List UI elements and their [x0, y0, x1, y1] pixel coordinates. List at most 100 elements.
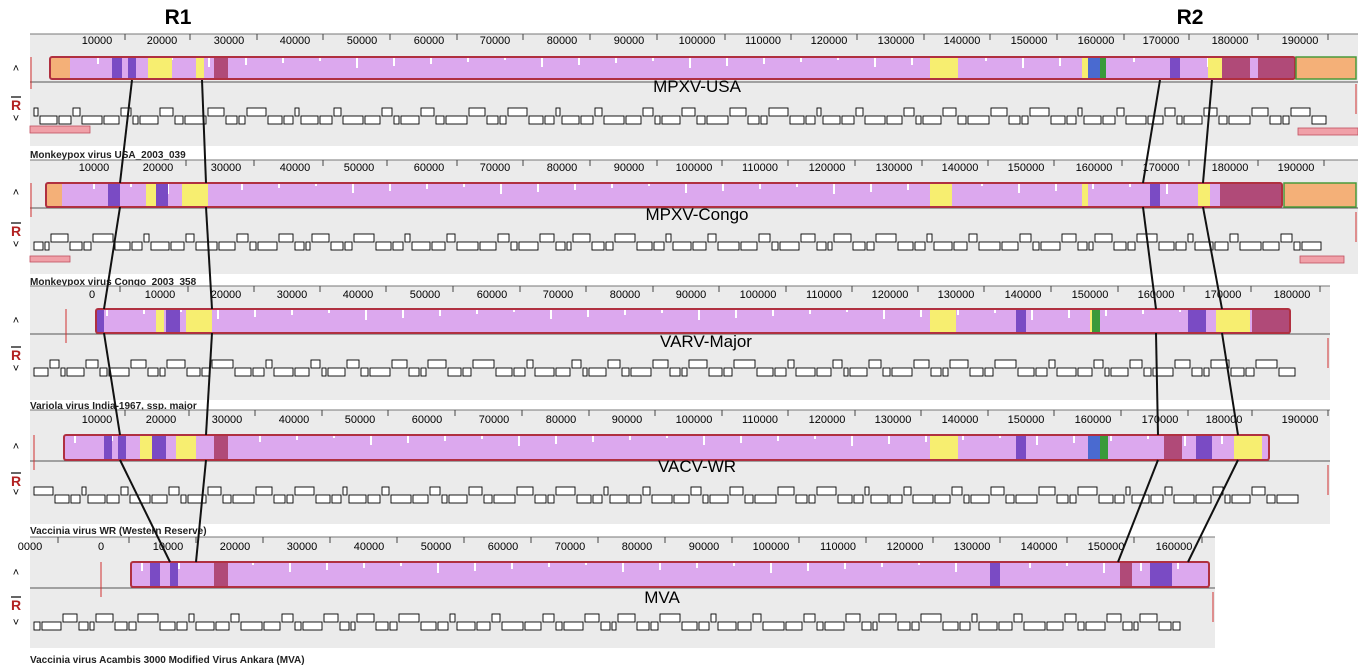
gene-feature [688, 359, 708, 369]
similarity-gap [106, 309, 108, 316]
lcb-block[interactable] [64, 435, 1269, 460]
tick-label: 40000 [280, 162, 311, 174]
gene-feature [920, 613, 942, 623]
genome-caption: Monkeypox virus USA_2003_039 [30, 150, 186, 161]
reverse-button[interactable]: R [11, 97, 21, 113]
lcb-connector [1117, 459, 1159, 563]
tick-label: 50000 [410, 289, 441, 301]
move-down-icon[interactable]: ˅ [13, 487, 19, 499]
gene-feature [215, 621, 230, 631]
gene-feature [185, 233, 195, 243]
similarity-gap [800, 57, 802, 62]
tick-label: 30000 [287, 541, 318, 553]
move-up-icon[interactable]: ˄ [13, 315, 19, 327]
gene-feature [408, 367, 420, 377]
gene-feature [897, 621, 911, 631]
similarity-gap [1105, 309, 1107, 316]
gene-feature [566, 241, 572, 251]
gene-feature [1245, 367, 1255, 377]
move-up-icon[interactable]: ˄ [13, 441, 19, 453]
gene-feature [238, 115, 246, 125]
reverse-button[interactable]: R [11, 223, 21, 239]
gene-feature [1278, 367, 1296, 377]
move-up-icon[interactable]: ˄ [13, 187, 19, 199]
lcb-block[interactable] [50, 57, 1295, 79]
reverse-button[interactable]: R [11, 473, 21, 489]
lcb-segment [1234, 435, 1262, 460]
similarity-gap [726, 57, 728, 66]
lcb-block[interactable] [46, 183, 1282, 207]
panel-background [30, 160, 1358, 274]
similarity-gap [1184, 435, 1186, 446]
gene-feature [331, 494, 342, 504]
gene-feature [681, 621, 698, 631]
tick-label: 30000 [212, 414, 243, 426]
gene-feature [1276, 494, 1299, 504]
gene-feature [246, 107, 267, 117]
gene-feature [886, 115, 903, 125]
similarity-gap [851, 435, 853, 446]
gene-feature [607, 359, 621, 369]
gene-feature [1077, 367, 1093, 377]
gene-feature [625, 115, 642, 125]
move-down-icon[interactable]: ˅ [13, 239, 19, 251]
gene-feature [1224, 494, 1231, 504]
tick-label: 20000 [147, 35, 178, 47]
reverse-button[interactable]: R [11, 597, 21, 613]
gene-feature [518, 241, 539, 251]
gene-feature [672, 241, 692, 251]
genome-label: VARV-Major [660, 332, 752, 351]
move-down-icon[interactable]: ˅ [13, 113, 19, 125]
move-up-icon[interactable]: ˄ [13, 567, 19, 579]
lcb-block-end[interactable] [1283, 182, 1357, 208]
similarity-gap [911, 57, 913, 65]
similarity-gap [574, 183, 576, 190]
tick-label: 0 [89, 289, 95, 301]
move-down-icon[interactable]: ˅ [13, 363, 19, 375]
similarity-gap [770, 562, 772, 573]
gene-feature [930, 367, 942, 377]
gene-feature [78, 621, 89, 631]
gene-feature [333, 107, 342, 117]
gene-feature [709, 494, 729, 504]
tick-label: 10000 [145, 289, 176, 301]
gene-feature [300, 115, 319, 125]
gene-feature [342, 115, 364, 125]
gene-feature [665, 233, 672, 243]
gene-feature [174, 115, 184, 125]
gene-feature [561, 115, 580, 125]
gene-feature [327, 367, 346, 377]
gene-feature [1229, 233, 1239, 243]
gene-feature [779, 241, 800, 251]
lcb-connector [103, 206, 121, 310]
gene-feature [1131, 494, 1150, 504]
lcb-block[interactable] [96, 309, 1290, 333]
gene-feature [400, 115, 420, 125]
gene-feature [265, 359, 273, 369]
genome-caption: Variola virus India-1967, ssp. major [30, 401, 197, 412]
gene-feature [1019, 233, 1032, 243]
similarity-gap [1142, 309, 1144, 314]
gene-feature [273, 494, 286, 504]
tick-label: 160000 [1156, 541, 1193, 553]
move-up-icon[interactable]: ˄ [13, 63, 19, 75]
gene-feature [1230, 367, 1245, 377]
similarity-gap [444, 435, 446, 441]
similarity-gap [874, 57, 876, 67]
gene-feature [978, 621, 998, 631]
move-down-icon[interactable]: ˅ [13, 617, 19, 629]
lcb-block[interactable] [131, 562, 1209, 587]
similarity-gap [962, 435, 964, 440]
lcb-block-end[interactable] [1295, 56, 1357, 80]
reverse-button[interactable]: R [11, 347, 21, 363]
gene-feature [516, 486, 534, 496]
similarity-gap [1022, 57, 1024, 68]
gene-feature [1064, 613, 1077, 623]
gene-feature [889, 494, 903, 504]
gene-feature [106, 494, 120, 504]
lcb-connector [119, 459, 171, 563]
gene-feature [72, 107, 81, 117]
gene-feature [114, 241, 131, 251]
gene-feature [339, 621, 350, 631]
similarity-gap [333, 435, 335, 438]
